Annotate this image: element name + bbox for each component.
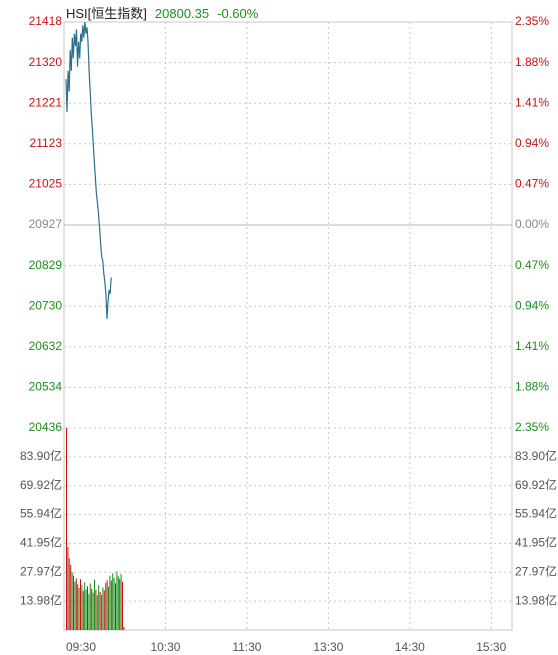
price-tick-label: 21221	[29, 95, 63, 109]
price-tick-label: 20534	[29, 380, 63, 394]
volume-bar	[94, 579, 95, 630]
percent-tick-label: 0.47%	[515, 177, 549, 191]
volume-bar	[73, 575, 74, 630]
price-tick-label: 20436	[29, 420, 63, 434]
volume-bar	[92, 592, 94, 630]
volume-bar	[117, 576, 119, 630]
chart-header: HSI[恒生指数] 20800.35 -0.60%	[66, 3, 266, 22]
price-tick-label: 21320	[29, 55, 63, 69]
price-tick-label: 20730	[29, 298, 63, 312]
volume-bar	[102, 587, 104, 630]
volume-bar	[109, 575, 111, 630]
volume-bar	[96, 595, 98, 630]
time-axis-label: 09:30	[66, 640, 96, 654]
volume-bar	[113, 577, 115, 630]
chart-frame	[63, 21, 513, 631]
time-axis-label: 13:30	[313, 640, 343, 654]
volume-tick-label-right: 41.95亿	[515, 535, 557, 550]
volume-bar	[85, 589, 87, 630]
volume-bar	[98, 585, 100, 630]
time-axis-label: 14:30	[395, 640, 425, 654]
percent-tick-label: 1.41%	[515, 95, 549, 109]
percent-tick-label: 2.35%	[515, 14, 549, 28]
volume-tick-label: 13.98亿	[20, 592, 62, 607]
volume-tick-label-right: 27.97亿	[515, 563, 557, 578]
volume-tick-label-right: 69.92亿	[515, 477, 557, 492]
volume-bar	[112, 573, 114, 630]
volume-bar	[101, 594, 102, 630]
price-tick-label: 21418	[29, 14, 63, 28]
volume-tick-label: 83.90亿	[20, 448, 62, 463]
index-name: HSI[恒生指数]	[66, 6, 147, 21]
volume-bar	[67, 547, 69, 630]
volume-bar	[108, 586, 109, 630]
volume-bar	[123, 626, 125, 630]
volume-bar	[103, 590, 105, 630]
volume-bar	[115, 583, 116, 630]
volume-tick-label-right: 13.98亿	[515, 592, 557, 607]
volume-bar	[80, 579, 81, 630]
volume-tick-label: 27.97亿	[20, 563, 62, 578]
volume-bar	[89, 583, 91, 630]
volume-bar	[122, 581, 123, 630]
volume-tick-label-right: 55.94亿	[515, 506, 557, 521]
volume-bar	[70, 564, 72, 630]
volume-bar	[87, 586, 88, 630]
price-line	[65, 21, 112, 319]
volume-bar	[106, 580, 108, 630]
volume-bar	[74, 581, 76, 630]
index-price: 20800.35	[154, 6, 210, 21]
time-axis-label: 10:30	[150, 640, 180, 654]
volume-bar	[71, 572, 73, 630]
volume-bar	[82, 590, 84, 630]
percent-tick-label: 0.00%	[515, 217, 549, 231]
percent-tick-label: 1.41%	[515, 339, 549, 353]
volume-bar	[75, 578, 77, 630]
volume-bar	[120, 573, 122, 630]
volume-bar	[110, 580, 112, 630]
price-tick-label: 21123	[30, 136, 63, 150]
volume-bar	[119, 579, 121, 630]
time-axis-label: 15:30	[476, 640, 506, 654]
price-tick-label: 20632	[29, 339, 63, 353]
price-tick-label: 20829	[29, 258, 63, 272]
time-axis-label: 11:30	[232, 640, 261, 654]
volume-bar	[116, 571, 118, 630]
volume-bar	[95, 589, 97, 630]
volume-bar	[84, 582, 86, 630]
percent-tick-label: 1.88%	[515, 380, 549, 394]
volume-bar	[91, 588, 93, 630]
volume-bar	[66, 427, 67, 630]
volume-tick-label: 41.95亿	[20, 535, 62, 550]
volume-bar	[105, 582, 107, 630]
volume-bar	[88, 594, 90, 630]
percent-tick-label: 1.88%	[515, 55, 549, 69]
volume-bar	[81, 585, 83, 630]
price-tick-label: 20927	[29, 217, 63, 231]
percent-tick-label: 2.35%	[515, 420, 549, 434]
index-change: -0.60%	[217, 6, 259, 21]
price-tick-label: 21025	[29, 177, 63, 191]
volume-tick-label-right: 83.90亿	[515, 448, 557, 463]
volume-tick-label: 55.94亿	[20, 506, 62, 521]
percent-tick-label: 0.94%	[515, 298, 549, 312]
volume-bar	[78, 588, 80, 630]
percent-tick-label: 0.47%	[515, 258, 549, 272]
volume-bar	[68, 558, 70, 630]
volume-bar	[77, 584, 79, 630]
percent-tick-label: 0.94%	[515, 136, 549, 150]
volume-tick-label: 69.92亿	[20, 477, 62, 492]
volume-bar	[99, 592, 101, 630]
